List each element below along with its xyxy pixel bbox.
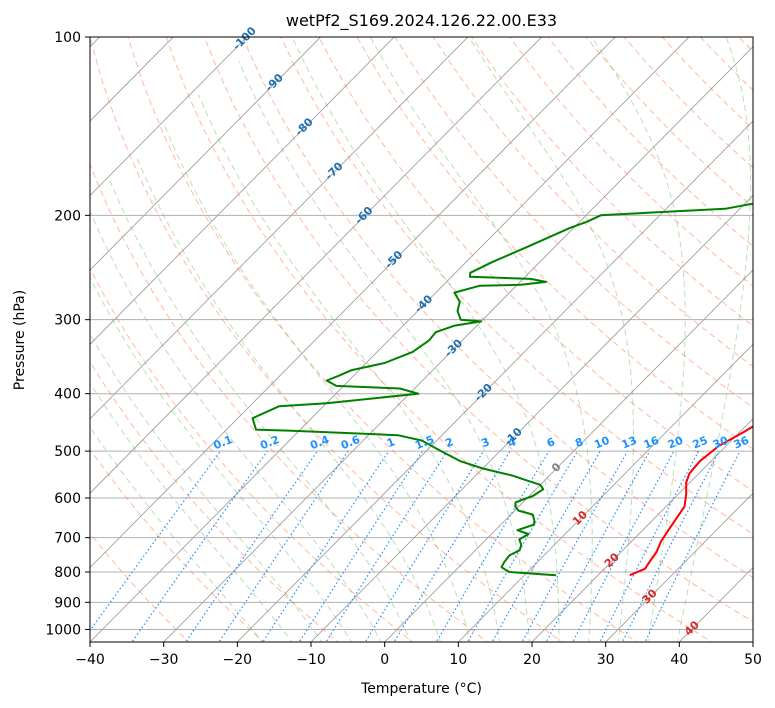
y-tick-label: 200 bbox=[54, 208, 81, 224]
x-axis: −40 −30 −20 −10 0 10 20 30 40 50 bbox=[75, 642, 762, 668]
dry-adiabat-line bbox=[356, 37, 753, 450]
y-tick-label: 600 bbox=[54, 491, 81, 507]
dry-adiabat-line bbox=[318, 37, 753, 492]
x-tick-label: 10 bbox=[449, 652, 467, 668]
moist-adiabat-line bbox=[198, 94, 501, 642]
isotherm-line bbox=[310, 194, 753, 642]
moist-adiabat-line bbox=[90, 426, 264, 642]
isotherm-line bbox=[163, 46, 753, 642]
dry-adiabat-line bbox=[90, 37, 564, 642]
plot-frame bbox=[89, 36, 754, 643]
temperature-trace bbox=[629, 425, 753, 577]
mixing-ratio-label: 16 bbox=[642, 434, 661, 452]
x-axis-label: Temperature (°C) bbox=[360, 681, 482, 697]
x-tick-label: −30 bbox=[149, 652, 179, 668]
mixing-ratio-label: 3 bbox=[480, 435, 492, 450]
dry-adiabat-line bbox=[90, 448, 265, 642]
dry-adiabat-line bbox=[90, 163, 489, 642]
mixing-ratio-label: 20 bbox=[666, 434, 685, 452]
mixing-ratio-line bbox=[325, 450, 448, 642]
mixing-ratio-label: 10 bbox=[592, 434, 611, 452]
dry-adiabat-line bbox=[280, 37, 753, 535]
isotherm-line bbox=[90, 37, 248, 197]
y-tick-label: 1000 bbox=[45, 622, 81, 638]
x-tick-label: −20 bbox=[223, 652, 253, 668]
moist-adiabat-line bbox=[90, 210, 382, 642]
isotherm-line bbox=[90, 37, 469, 420]
x-tick-label: 50 bbox=[744, 652, 762, 668]
isotherm-line bbox=[605, 492, 753, 642]
dry-adiabat-line bbox=[127, 37, 638, 642]
y-tick-label: 100 bbox=[54, 30, 81, 46]
mixing-ratio-label: 1 bbox=[385, 435, 397, 450]
dry-adiabat-line bbox=[394, 37, 753, 409]
mixing-ratio-line bbox=[364, 450, 485, 642]
grid-layer bbox=[90, 37, 753, 642]
mixing-ratio-line bbox=[298, 450, 424, 642]
mixing-ratio-line bbox=[218, 450, 349, 642]
dry-adiabat-line bbox=[165, 37, 713, 642]
y-tick-label: 400 bbox=[54, 387, 81, 403]
mixing-ratio-label: 2 bbox=[443, 435, 455, 450]
y-tick-label: 300 bbox=[54, 313, 81, 329]
x-tick-label: −10 bbox=[296, 652, 326, 668]
moist-adiabat-line bbox=[468, 37, 634, 642]
moist-adiabat-line bbox=[90, 381, 293, 642]
mixing-ratio-line bbox=[599, 450, 700, 642]
y-tick-label: 800 bbox=[54, 565, 81, 581]
moist-adiabat-line bbox=[291, 37, 560, 642]
y-axis: 100 200 300 400 500 600 700 800 900 1000 bbox=[45, 30, 90, 638]
isotherm-line bbox=[90, 37, 543, 494]
mixing-ratio-label: 36 bbox=[732, 434, 751, 452]
mixing-ratio-line bbox=[185, 450, 318, 642]
dry-adiabat-line bbox=[432, 37, 753, 368]
mixing-ratio-label: 8 bbox=[573, 435, 585, 450]
y-tick-label: 900 bbox=[54, 595, 81, 611]
moist-adiabat-line bbox=[163, 123, 471, 642]
mixing-ratio-line bbox=[545, 450, 651, 642]
moist-adiabat-line bbox=[238, 61, 530, 642]
x-tick-label: 20 bbox=[523, 652, 541, 668]
x-tick-label: 30 bbox=[597, 652, 615, 668]
mixing-ratio-label: 13 bbox=[620, 434, 639, 452]
moist-adiabat-line bbox=[676, 37, 751, 642]
moist-adiabat-line bbox=[109, 180, 412, 642]
dry-adiabat-line bbox=[203, 37, 753, 623]
mixing-ratio-line bbox=[90, 450, 221, 632]
chart-title: wetPf2_S169.2024.126.22.00.E33 bbox=[286, 11, 557, 31]
isotherm-line bbox=[384, 269, 753, 642]
dry-adiabat-line bbox=[90, 267, 414, 642]
y-tick-label: 500 bbox=[54, 444, 81, 460]
mixing-ratio-line bbox=[466, 450, 579, 642]
isotherm-line bbox=[90, 37, 322, 271]
y-tick-label: 700 bbox=[54, 531, 81, 547]
dewpoint-trace bbox=[251, 202, 753, 577]
isotherm-line bbox=[236, 120, 753, 642]
x-tick-label: −40 bbox=[75, 652, 105, 668]
series-layer bbox=[251, 202, 753, 577]
isotherm-line bbox=[531, 418, 753, 642]
isotherm-line bbox=[90, 37, 690, 642]
y-axis-label: Pressure (hPa) bbox=[12, 290, 28, 390]
isotherm-line bbox=[90, 37, 616, 569]
x-tick-label: 0 bbox=[380, 652, 389, 668]
mixing-ratio-label: 30 bbox=[711, 434, 730, 452]
dry-adiabat-line bbox=[90, 360, 339, 642]
moist-adiabat-line bbox=[136, 157, 441, 642]
mixing-ratio-line bbox=[572, 450, 675, 642]
moist-adiabat-line bbox=[90, 276, 352, 642]
isotherm-line bbox=[90, 37, 395, 345]
isotherm-line bbox=[457, 343, 753, 642]
dry-adiabat-line bbox=[242, 37, 753, 579]
mixing-ratio-line bbox=[435, 450, 550, 642]
moist-adiabat-line bbox=[591, 37, 686, 642]
mixing-ratio-line bbox=[131, 450, 268, 642]
mixing-ratio-label: 25 bbox=[691, 434, 710, 452]
mixing-ratio-line bbox=[262, 450, 390, 642]
x-tick-label: 40 bbox=[670, 652, 688, 668]
